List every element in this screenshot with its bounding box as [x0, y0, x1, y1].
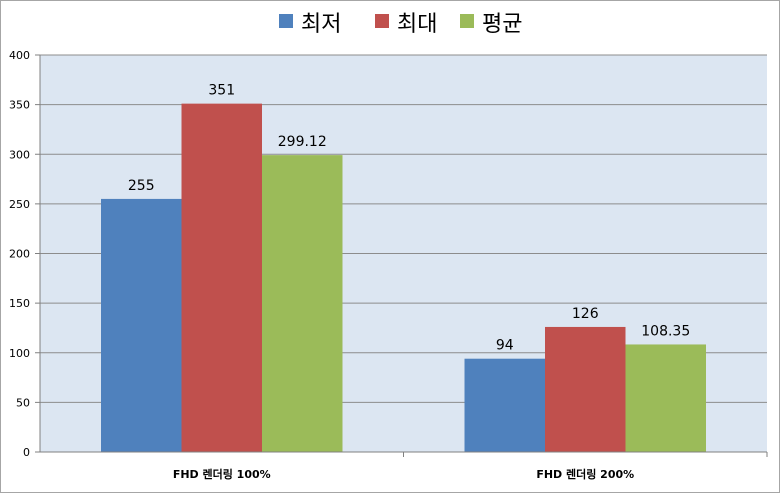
y-tick-label: 250 [9, 198, 30, 211]
legend-label: 평균 [482, 12, 522, 37]
y-axis-ticks: 0 50 100 150 200 250 300 350 400 [9, 49, 40, 459]
x-tick-label: FHD 렌더링 200% [536, 467, 634, 481]
legend-label: 최저 [301, 12, 341, 37]
y-tick-label: 50 [16, 396, 30, 409]
bar [101, 198, 182, 452]
y-tick-label: 350 [9, 99, 30, 112]
legend-label: 최대 [397, 12, 437, 37]
bar [464, 358, 545, 452]
data-label: 255 [128, 178, 155, 194]
legend-swatch [279, 14, 293, 28]
data-label: 108.35 [641, 323, 690, 339]
data-label: 351 [208, 83, 235, 99]
x-axis-ticks: FHD 렌더링 100% FHD 렌더링 200% [173, 452, 768, 481]
bar [262, 155, 343, 452]
data-label: 126 [572, 306, 599, 322]
y-tick-label: 300 [9, 148, 30, 161]
data-labels: 255 351 299.12 94 126 108.35 [128, 83, 690, 354]
legend: 최저 최대 평균 [279, 12, 522, 37]
data-label: 299.12 [278, 134, 327, 150]
x-tick-label: FHD 렌더링 100% [173, 467, 271, 481]
bar [545, 326, 626, 452]
y-tick-label: 100 [9, 347, 30, 360]
legend-swatch [460, 14, 474, 28]
bar [625, 344, 706, 452]
bar [181, 103, 262, 452]
y-tick-label: 0 [23, 446, 30, 459]
y-tick-label: 200 [9, 248, 30, 261]
data-label: 94 [496, 338, 514, 354]
legend-swatch [375, 14, 389, 28]
y-tick-label: 400 [9, 49, 30, 62]
y-tick-label: 150 [9, 297, 30, 310]
bars [101, 103, 706, 452]
